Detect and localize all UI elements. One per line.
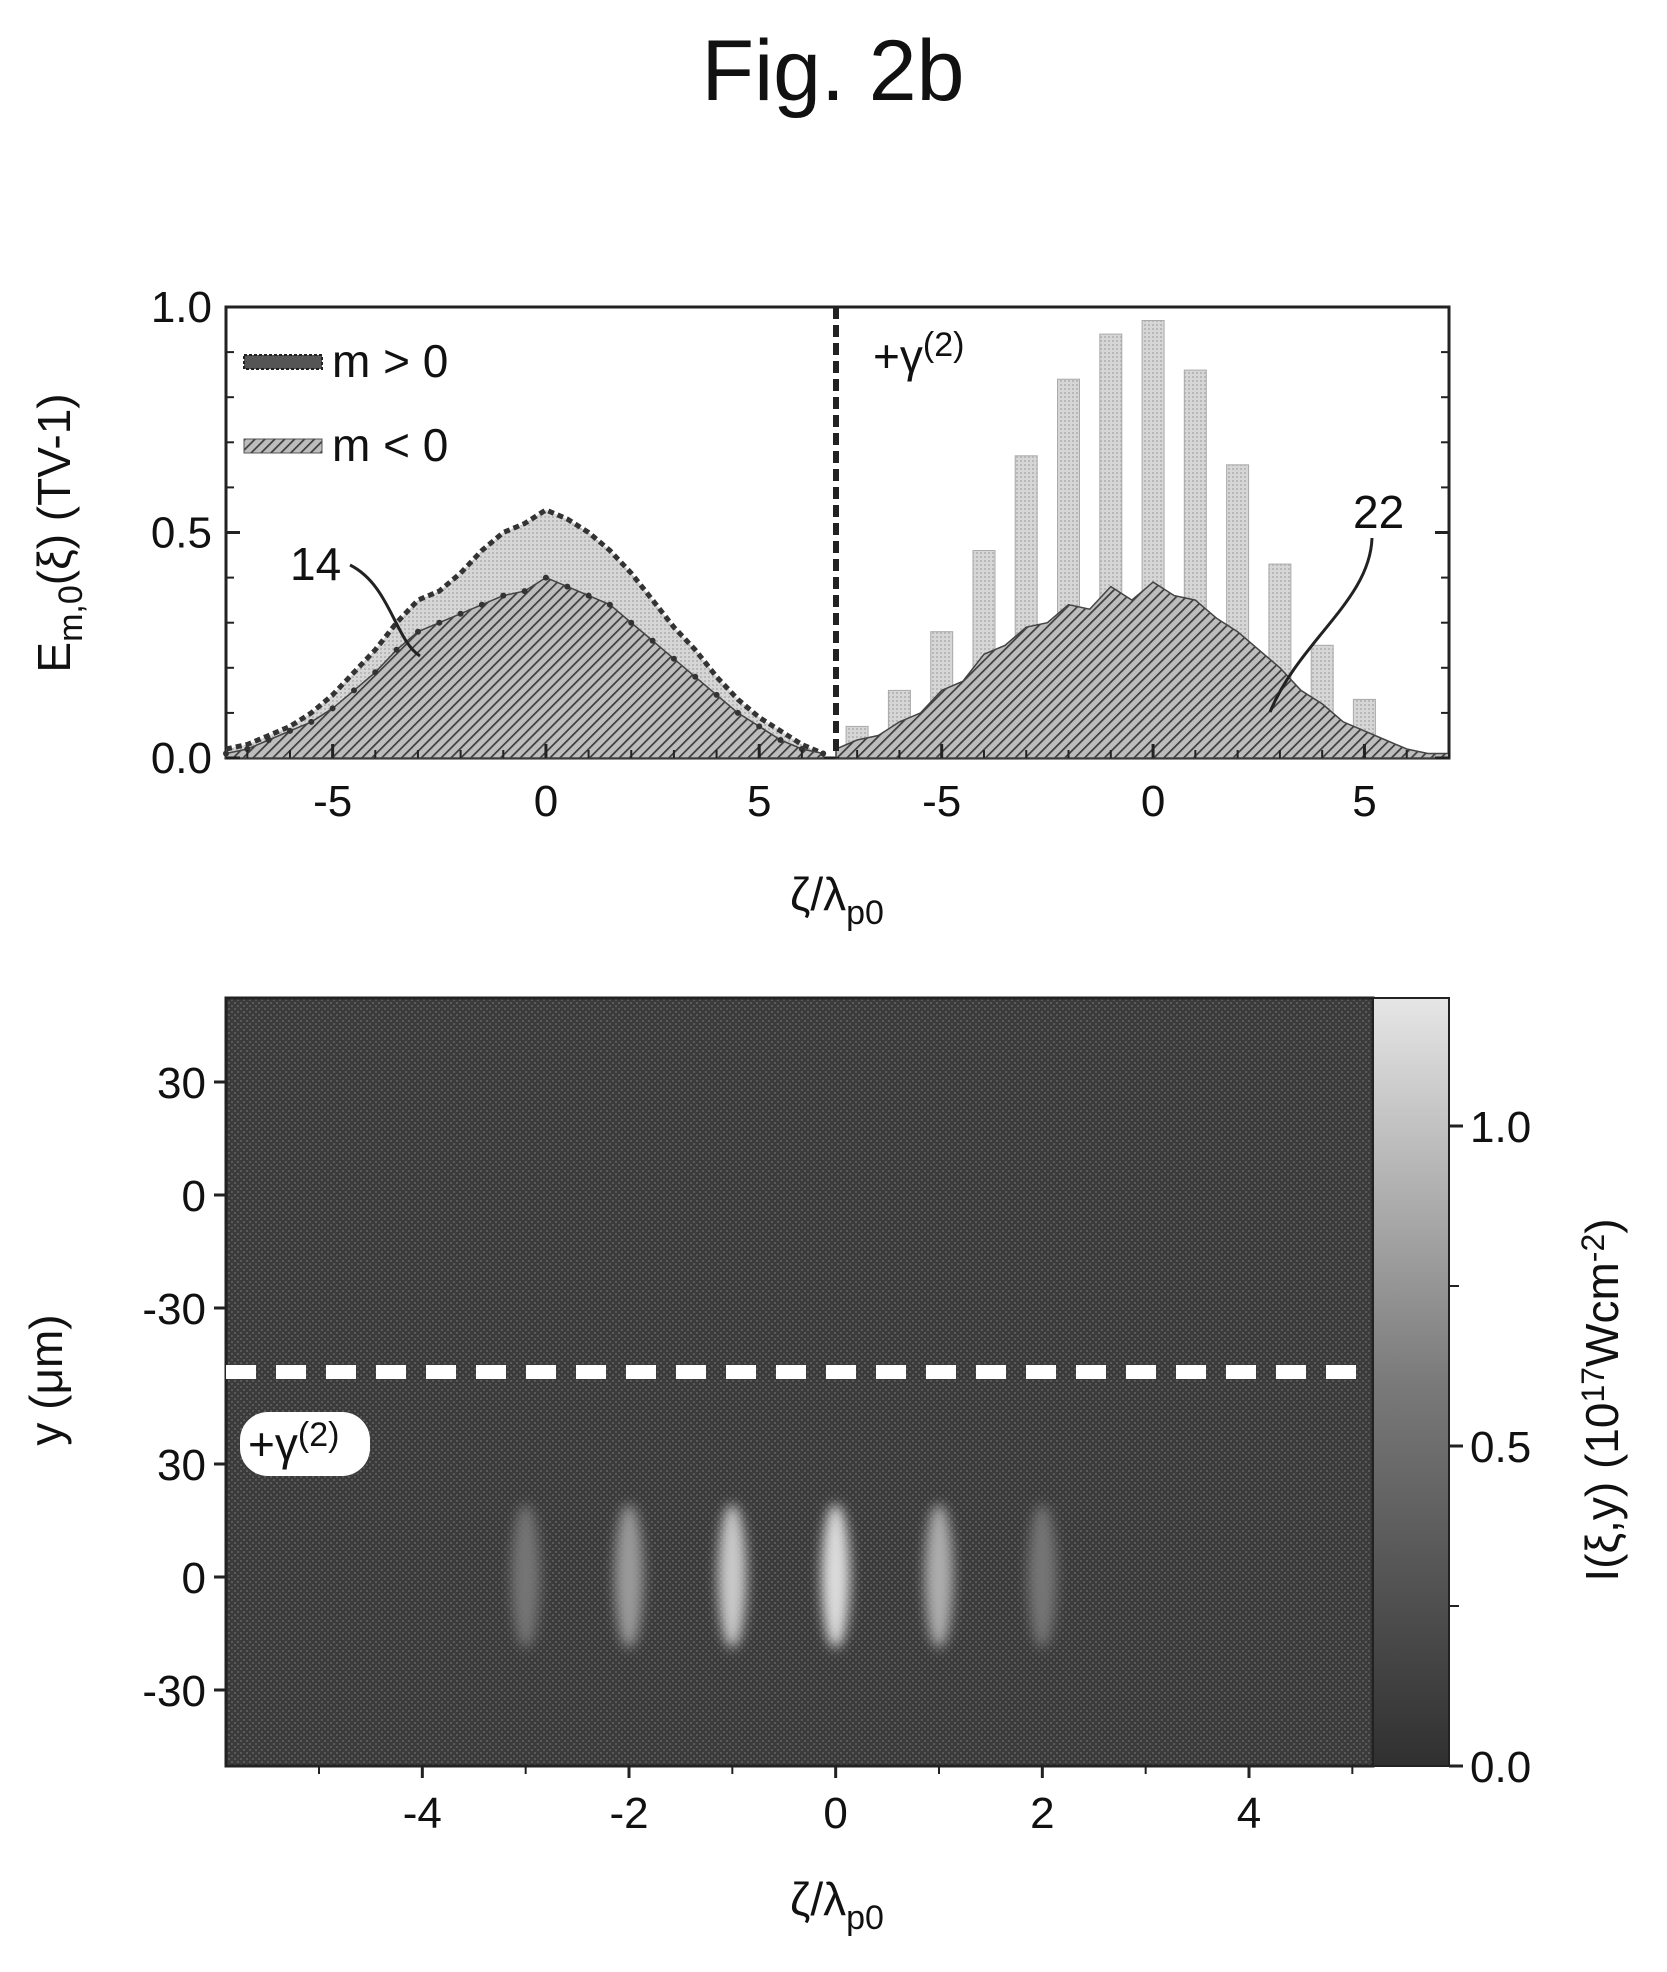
annotation-14: 14 xyxy=(290,538,341,590)
figure-title: Fig. 2b xyxy=(702,23,965,119)
point-m-neg-left xyxy=(265,737,272,743)
point-m-neg-left xyxy=(585,592,592,599)
heatmap-spot xyxy=(511,1504,540,1648)
bottom-x-tick-label: -4 xyxy=(403,1789,442,1838)
point-m-neg-left xyxy=(628,619,635,626)
top-y-tick-label: 0.5 xyxy=(151,509,212,558)
point-m-neg-left xyxy=(372,669,379,676)
top-y-tick-label: 1.0 xyxy=(151,283,212,332)
bottom-y-tick-label-lower: 0 xyxy=(182,1554,206,1603)
legend-swatch-m-neg xyxy=(243,438,323,454)
point-m-neg-left xyxy=(521,588,528,595)
colorbar-tick-label: 1.0 xyxy=(1470,1103,1531,1152)
bottom-y-axis-label: y (μm) xyxy=(20,1314,72,1445)
top-y-axis: 0.0 0.5 1.0 xyxy=(151,283,1449,783)
series-m-neg-left xyxy=(225,576,824,759)
top-x-tick-label-right: -5 xyxy=(922,777,961,826)
bottom-y-axis: 30 0 -30 30 0 -30 xyxy=(142,1059,226,1716)
bottom-x-tick-label: 2 xyxy=(1030,1789,1054,1838)
bottom-x-tick-label: -2 xyxy=(609,1789,648,1838)
bottom-x-axis: -4 -2 0 2 4 xyxy=(318,1766,1354,1838)
legend-swatch-m-pos xyxy=(243,354,323,370)
top-y-tick-label: 0.0 xyxy=(151,734,212,783)
point-m-neg-left xyxy=(606,601,613,608)
heatmap-label-text: +γ(2) xyxy=(248,1416,339,1470)
top-x-axis-label: ζ/λp0 xyxy=(790,868,884,932)
point-m-neg-left xyxy=(542,574,549,581)
point-m-neg-left xyxy=(308,718,315,725)
point-m-neg-left xyxy=(756,723,763,730)
bottom-y-tick-label-lower: -30 xyxy=(142,1667,206,1716)
point-m-neg-left xyxy=(649,637,656,644)
top-x-tick-label-right: 5 xyxy=(1352,777,1376,826)
point-m-neg-left xyxy=(457,610,464,617)
heatmap-spot xyxy=(925,1504,953,1648)
top-left-series xyxy=(223,507,827,759)
legend-label-m-pos: m > 0 xyxy=(332,335,448,387)
right-subpanel-label-sup: (2) xyxy=(923,326,965,364)
bottom-x-tick-label: 4 xyxy=(1237,1789,1261,1838)
point-m-neg-left xyxy=(777,737,784,743)
legend-label-m-neg: m < 0 xyxy=(332,419,448,471)
bottom-x-tick-label: 0 xyxy=(823,1789,847,1838)
top-x-axis: -5 0 5 -5 0 5 xyxy=(246,744,1450,826)
annotation-22-leader xyxy=(1268,537,1374,713)
bottom-x-axis-label: ζ/λp0 xyxy=(790,1873,884,1937)
colorbar-label: I(ξ,y) (1017Wcm-2) xyxy=(1575,1218,1628,1581)
point-m-neg-left xyxy=(415,628,421,635)
bottom-y-tick-label-upper: 30 xyxy=(157,1059,206,1108)
point-m-neg-left xyxy=(798,746,805,752)
colorbar-tick-label: 0.5 xyxy=(1470,1423,1531,1472)
point-m-neg-left xyxy=(670,655,677,662)
heatmap-label-bg xyxy=(240,1412,370,1476)
legend: m > 0 m < 0 xyxy=(243,335,448,471)
point-m-neg-left xyxy=(500,592,507,599)
point-m-neg-left xyxy=(393,646,400,653)
right-subpanel-label-main: +γ xyxy=(873,330,923,382)
point-m-neg-left xyxy=(244,746,251,752)
top-x-tick-label-left: -5 xyxy=(313,777,352,826)
point-m-neg-left xyxy=(329,705,336,712)
point-m-neg-left xyxy=(734,709,741,716)
heatmap-spot xyxy=(821,1504,850,1648)
annotation-14-leader xyxy=(349,563,421,658)
bottom-y-tick-label-upper: -30 xyxy=(142,1285,206,1334)
heatmap-spot xyxy=(718,1504,747,1648)
top-x-tick-label-right: 0 xyxy=(1141,777,1165,826)
colorbar xyxy=(1372,997,1450,1767)
top-x-tick-label-left: 0 xyxy=(534,777,558,826)
top-right-series xyxy=(835,320,1450,759)
point-m-neg-left xyxy=(820,750,827,757)
point-m-neg-left xyxy=(692,673,699,680)
heatmap-subpanel-label: +γ(2) xyxy=(240,1412,370,1476)
top-x-tick-label-left: 5 xyxy=(747,777,771,826)
point-m-neg-left xyxy=(223,750,229,757)
point-m-neg-left xyxy=(713,691,720,698)
heatmap-area xyxy=(224,996,1375,1768)
point-m-neg-left xyxy=(287,727,293,734)
heatmap-spot xyxy=(1028,1504,1057,1648)
right-subpanel-label: +γ(2) xyxy=(873,326,964,382)
bottom-y-tick-label-upper: 0 xyxy=(182,1172,206,1221)
series-m-neg-right xyxy=(835,581,1450,759)
top-y-axis-label: Em,0(ξ) (TV-1) xyxy=(28,393,90,672)
point-m-neg-left xyxy=(478,601,485,608)
colorbar-axis: 0.0 0.5 1.0 xyxy=(1449,1103,1531,1792)
point-m-neg-left xyxy=(351,687,357,694)
colorbar-tick-label: 0.0 xyxy=(1470,1743,1531,1792)
bottom-y-tick-label-lower: 30 xyxy=(157,1441,206,1490)
top-panel: 0.00.51.0 -5 0 5 -5 0 5 m > 0 m < 0 +γ(2) 14 … xyxy=(28,283,1451,932)
annotation-22: 22 xyxy=(1353,486,1404,538)
heatmap-spots xyxy=(511,1504,1057,1648)
point-m-neg-left xyxy=(564,583,571,590)
heatmap-spot xyxy=(615,1504,643,1648)
point-m-neg-left xyxy=(436,619,443,626)
bottom-panel: 30 0 -30 30 0 -30 -4 -2 0 2 4 0.0 0.5 1.0 +γ(2) y (… xyxy=(20,996,1628,1937)
series-m-pos-left-envelope xyxy=(225,507,825,756)
